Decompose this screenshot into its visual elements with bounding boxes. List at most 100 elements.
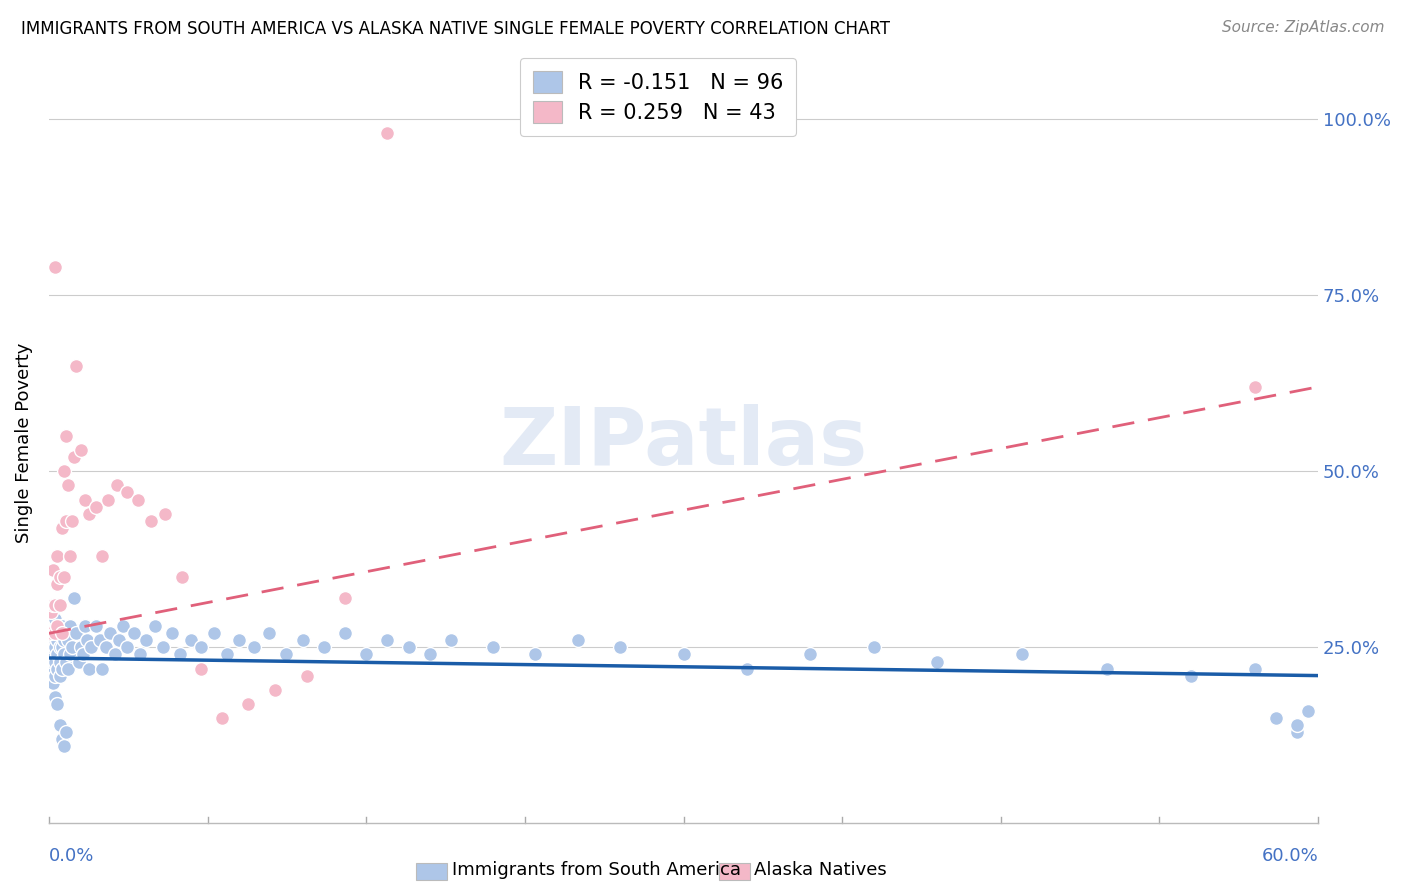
Point (44, 626, 66, 640)
Point (44, 260, 66, 274)
Point (51, 661, 73, 675)
Point (55, 429, 77, 443)
Point (90, 661, 112, 675)
Point (172, 570, 194, 584)
Point (76, 633, 98, 648)
Point (103, 648, 125, 662)
Point (65, 359, 87, 373)
Point (44, 640, 66, 655)
Point (139, 514, 162, 528)
Point (524, 648, 547, 662)
Point (52, 633, 75, 648)
Point (107, 633, 129, 648)
Point (333, 626, 356, 640)
Point (799, 648, 821, 662)
Point (264, 682, 287, 697)
Text: 0.0%: 0.0% (49, 847, 94, 865)
Point (42, 675, 65, 690)
Point (1180, 668, 1202, 682)
Point (42, 640, 65, 655)
Point (42, 598, 65, 612)
Point (143, 619, 166, 633)
Point (672, 648, 695, 662)
Point (51, 731, 73, 746)
Point (111, 619, 134, 633)
Point (51, 521, 73, 535)
Point (39, 648, 62, 662)
Point (122, 626, 145, 640)
Point (46, 661, 69, 675)
Point (55, 725, 77, 739)
Text: ZIPatlas: ZIPatlas (499, 404, 868, 483)
Point (46, 697, 69, 711)
Point (215, 648, 238, 662)
Point (48, 718, 70, 732)
Point (190, 661, 212, 675)
Point (52, 570, 75, 584)
Point (46, 549, 69, 563)
Point (44, 598, 66, 612)
Point (46, 633, 69, 648)
Point (56, 633, 79, 648)
Point (135, 633, 157, 648)
Point (42, 563, 65, 577)
Text: Alaska Natives: Alaska Natives (754, 861, 887, 879)
Point (65, 626, 87, 640)
Y-axis label: Single Female Poverty: Single Female Poverty (15, 343, 32, 543)
Point (180, 633, 202, 648)
Point (377, 633, 399, 648)
Point (89, 633, 111, 648)
Point (51, 619, 73, 633)
Point (52, 464, 75, 478)
Point (1011, 648, 1033, 662)
Point (98, 626, 121, 640)
Point (609, 640, 631, 655)
Point (48, 626, 70, 640)
Point (72, 648, 94, 662)
Point (735, 661, 758, 675)
Point (73, 619, 96, 633)
Point (243, 640, 266, 655)
Point (39, 633, 62, 648)
Point (77, 507, 100, 521)
Point (169, 648, 191, 662)
Point (190, 640, 212, 655)
Point (312, 640, 335, 655)
Point (1285, 725, 1308, 739)
Point (56, 478, 79, 492)
Point (52, 739, 75, 753)
Text: 60.0%: 60.0% (1261, 847, 1319, 865)
Point (274, 648, 297, 662)
Point (48, 640, 70, 655)
Point (228, 633, 250, 648)
Point (97, 492, 120, 507)
Point (46, 619, 69, 633)
Point (80, 640, 103, 655)
Point (55, 514, 77, 528)
Point (863, 640, 886, 655)
Point (48, 668, 70, 682)
Point (115, 485, 138, 500)
Text: Immigrants from South America: Immigrants from South America (451, 861, 741, 879)
Point (295, 668, 318, 682)
Point (46, 577, 69, 591)
Point (69, 640, 91, 655)
Text: IMMIGRANTS FROM SOUTH AMERICA VS ALASKA NATIVE SINGLE FEMALE POVERTY CORRELATION: IMMIGRANTS FROM SOUTH AMERICA VS ALASKA … (21, 20, 890, 37)
Point (46, 648, 69, 662)
Point (46, 619, 69, 633)
Point (567, 633, 589, 648)
Point (377, 126, 399, 140)
Point (257, 626, 280, 640)
Point (398, 640, 420, 655)
Point (39, 661, 62, 675)
Point (73, 492, 96, 507)
Point (42, 655, 65, 669)
Point (52, 648, 75, 662)
Point (59, 648, 82, 662)
Point (129, 648, 152, 662)
Point (202, 626, 225, 640)
Text: Source: ZipAtlas.com: Source: ZipAtlas.com (1222, 20, 1385, 35)
Point (44, 655, 66, 669)
Point (59, 549, 82, 563)
Point (927, 655, 949, 669)
